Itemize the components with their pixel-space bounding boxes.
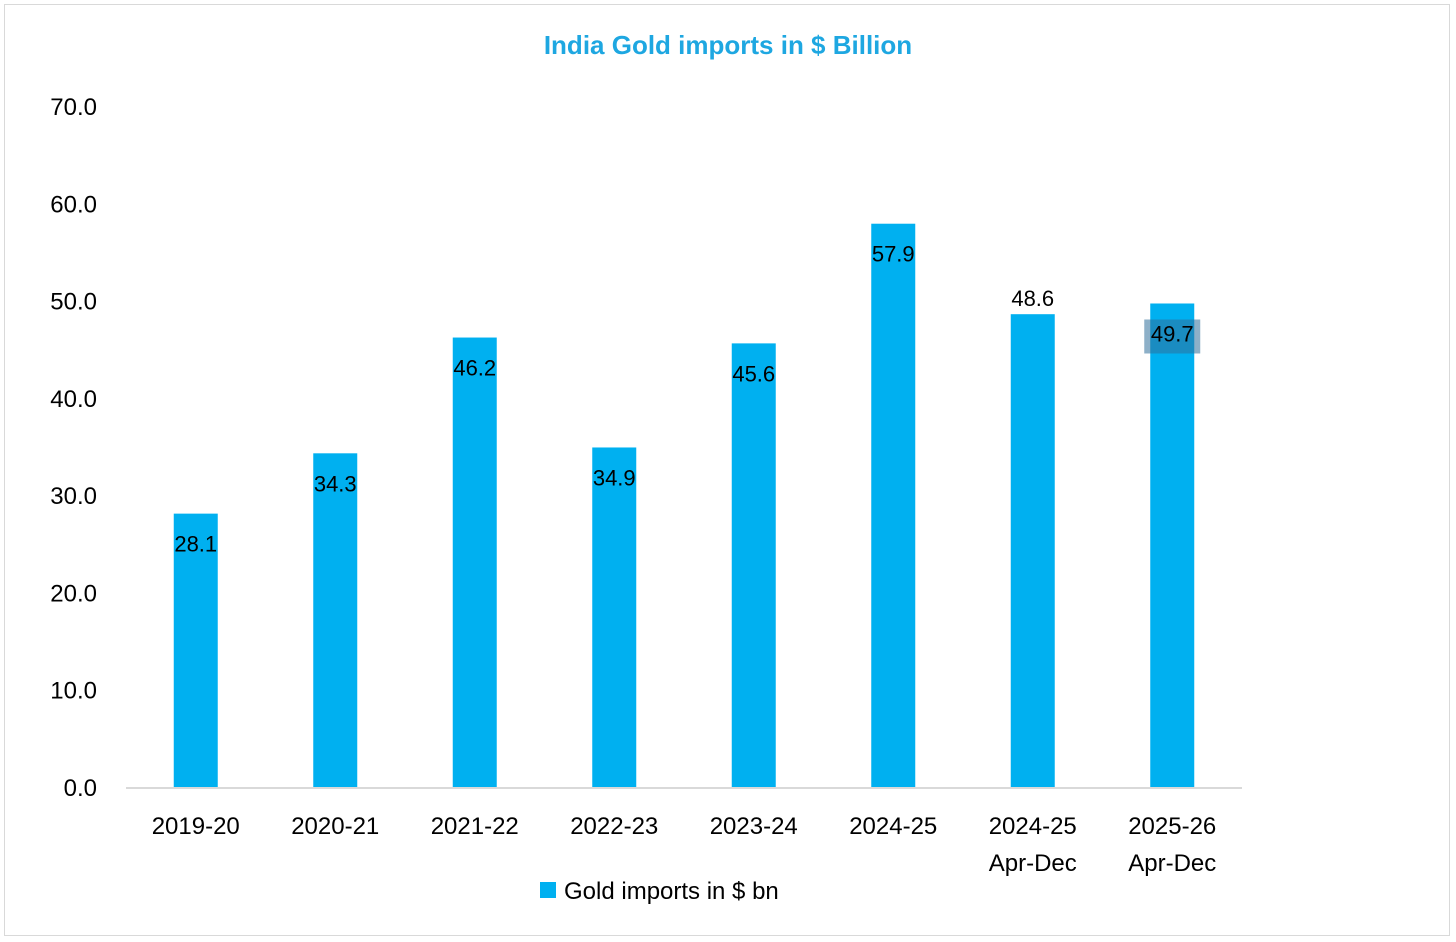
bar	[313, 453, 358, 787]
x-axis-labels: 2019-20 2020-21 2021-22 2022-23 2023-24 2024-…	[152, 813, 1217, 877]
y-tick-label: 30.0	[50, 483, 97, 510]
data-label: 57.9	[872, 242, 915, 267]
bar	[592, 447, 637, 787]
x-axis-category-label: 2019-20	[152, 813, 240, 840]
y-axis-ticks: 0.0 10.0 20.0 30.0 40.0 50.0 60.0 70.0	[50, 94, 97, 802]
legend-label: Gold imports in $ bn	[564, 878, 779, 905]
x-axis-category-label: Apr-Dec	[1128, 850, 1216, 877]
data-label-highlight	[1144, 319, 1201, 354]
y-tick-label: 50.0	[50, 289, 97, 316]
x-axis-category-label: 2021-22	[431, 813, 519, 840]
x-axis-category-label: 2025-26	[1128, 813, 1216, 840]
y-tick-label: 40.0	[50, 386, 97, 413]
data-label: 48.6	[1011, 286, 1054, 311]
x-axis-category-label: Apr-Dec	[989, 850, 1077, 877]
y-tick-label: 10.0	[50, 678, 97, 705]
data-label: 34.3	[314, 471, 357, 496]
bars	[173, 223, 1195, 788]
chart-frame	[4, 4, 1450, 936]
x-axis-category-label: 2020-21	[291, 813, 379, 840]
legend-swatch	[540, 882, 556, 898]
data-label: 45.6	[732, 361, 775, 386]
x-axis-category-label: 2023-24	[710, 813, 798, 840]
y-tick-label: 0.0	[64, 775, 97, 802]
chart-title: India Gold imports in $ Billion	[544, 30, 912, 60]
bar	[871, 223, 916, 788]
data-labels: 28.1 34.3 46.2 34.9 45.6 57.9 48.6 49.7	[174, 242, 1201, 557]
x-axis-category-label: 2024-25	[849, 813, 937, 840]
y-tick-label: 70.0	[50, 94, 97, 121]
data-label: 46.2	[453, 356, 496, 381]
bar	[173, 513, 218, 787]
data-label: 49.7	[1151, 321, 1194, 346]
data-label: 28.1	[174, 532, 217, 557]
x-axis-category-label: 2024-25	[989, 813, 1077, 840]
y-tick-label: 60.0	[50, 191, 97, 218]
bar	[452, 337, 497, 787]
x-axis-category-label: 2022-23	[570, 813, 658, 840]
data-label: 34.9	[593, 465, 636, 490]
bar	[731, 343, 776, 787]
bar	[1010, 314, 1055, 787]
bar	[1150, 303, 1195, 787]
legend: Gold imports in $ bn	[540, 878, 779, 905]
y-tick-label: 20.0	[50, 580, 97, 607]
